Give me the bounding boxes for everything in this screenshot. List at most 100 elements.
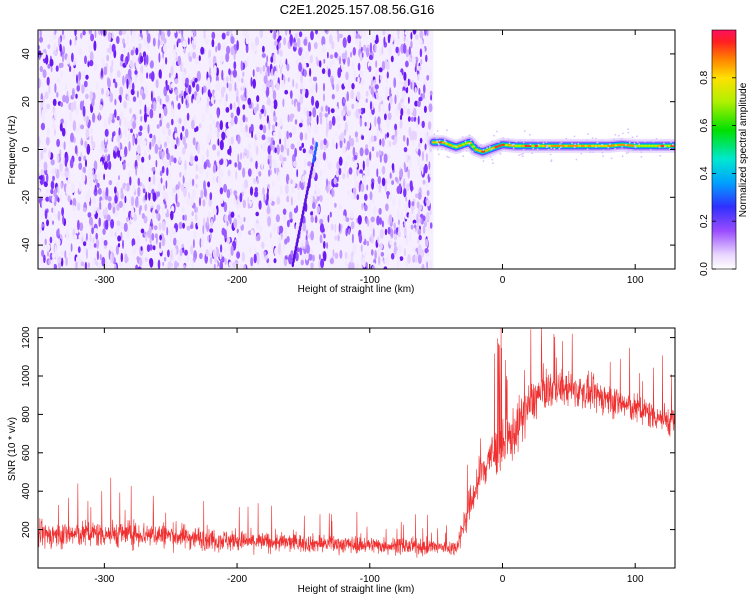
colorbar-tick-label: 0.8 [699,70,710,84]
noise-blob [388,95,393,106]
noise-blob [395,46,399,54]
noise-blob [74,39,77,46]
noise-blob [378,183,382,193]
noise-blob [86,115,89,123]
noise-blob [44,238,47,246]
noise-blob [273,31,277,40]
noise-blob [52,175,55,182]
noise-blob [322,215,326,221]
noise-blob [278,41,281,49]
noise-blob [147,146,151,153]
noise-blob [181,95,184,105]
noise-blob [84,55,87,65]
noise-blob [168,72,171,79]
signal-core [458,144,462,147]
noise-blob [59,141,64,148]
noise-blob [93,160,98,171]
noise-blob [120,149,123,157]
noise-blob [147,229,151,239]
noise-blob [403,221,406,226]
noise-blob [267,262,271,268]
noise-blob [185,99,188,106]
signal-speckle [553,147,556,150]
noise-blob [166,84,170,91]
noise-blob [288,132,293,138]
noise-blob [80,230,83,238]
noise-blob [247,203,251,209]
signal-core [534,144,539,147]
noise-blob [205,249,209,257]
noise-blob [352,47,356,56]
noise-blob [400,210,403,221]
noise-blob [427,121,432,130]
noise-blob [123,100,127,109]
noise-blob [283,64,287,69]
noise-blob [242,127,246,135]
noise-blob [279,118,283,127]
noise-blob [167,171,171,181]
noise-blob [390,252,395,260]
noise-blob [359,147,364,157]
noise-blob [366,157,370,168]
noise-blob [262,187,265,196]
signal-speckle [560,146,562,149]
colorbar-tick-label: 0.4 [699,166,710,180]
noise-blob [50,188,54,195]
noise-blob [429,90,433,96]
signal-speckle [546,146,548,149]
noise-blob [247,143,252,151]
signal-speckle [607,146,610,149]
noise-blob [361,234,365,243]
noise-blob [328,120,333,130]
noise-blob [114,195,118,204]
noise-blob [363,262,366,268]
noise-blob [243,187,247,194]
noise-blob [413,116,417,122]
noise-blob [48,149,51,159]
noise-blob [87,262,91,268]
signal-speckle [440,148,443,151]
noise-blob [408,199,411,209]
noise-blob [241,83,244,92]
noise-blob [285,30,288,36]
noise-blob [249,186,254,196]
noise-blob [319,112,323,119]
signal-core [630,144,635,147]
noise-blob [343,115,346,121]
noise-blob [357,215,362,225]
noise-blob [212,175,216,184]
signal-speckle [575,158,578,161]
noise-blob [186,254,190,262]
noise-blob [244,87,247,98]
noise-blob [329,54,334,59]
noise-blob [183,171,186,178]
noise-blob [246,57,249,66]
noise-blob [261,162,264,170]
signal-speckle [537,140,539,143]
signal-speckle [571,142,573,145]
noise-blob [85,192,89,203]
noise-blob [198,55,201,62]
noise-blob [145,233,148,243]
noise-blob [51,207,54,213]
noise-blob [64,83,67,90]
spectrogram-x-tick-label: -200 [227,275,247,286]
noise-blob [103,214,108,220]
noise-blob [97,171,101,182]
noise-blob [323,233,326,239]
noise-blob [71,87,75,98]
noise-blob [191,178,195,187]
noise-blob [118,127,121,136]
noise-blob [290,143,295,150]
noise-blob [366,166,371,177]
noise-blob [376,215,380,226]
noise-blob [69,39,72,46]
signal-speckle [545,141,548,144]
noise-blob [355,100,358,107]
noise-blob [369,237,372,242]
noise-blob [88,243,93,250]
noise-blob [59,122,63,132]
signal-speckle [587,133,589,136]
noise-blob [38,54,41,61]
noise-blob [359,173,363,179]
